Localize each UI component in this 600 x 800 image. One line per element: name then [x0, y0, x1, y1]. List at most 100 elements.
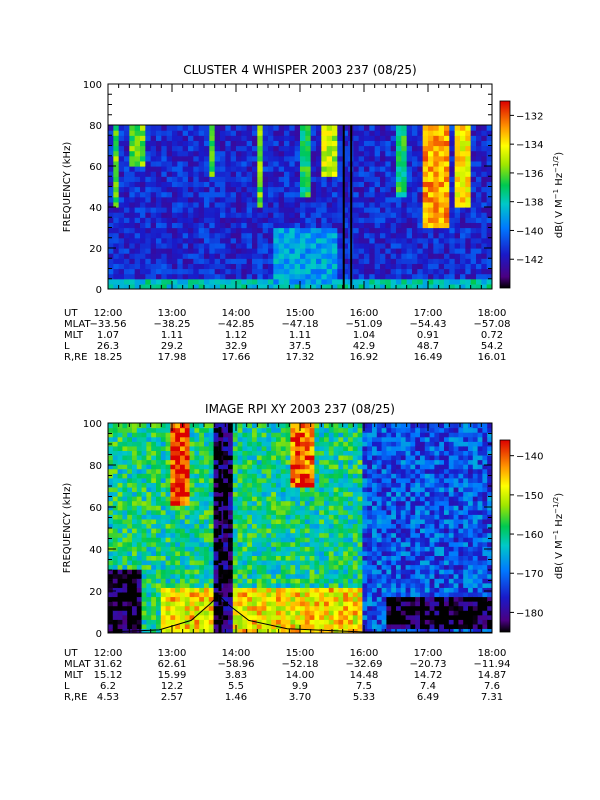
- spectrogram-cell: [246, 166, 253, 172]
- spectrogram-cell: [326, 207, 333, 213]
- spectrogram-cell: [252, 427, 258, 433]
- spectrogram-cell: [246, 278, 253, 285]
- spectrogram-cell: [232, 532, 239, 538]
- spectrogram-cell: [294, 263, 301, 270]
- spectrogram-cell: [184, 454, 191, 461]
- spectrogram-cell: [324, 496, 330, 502]
- spectrogram-cell: [284, 166, 290, 172]
- spectrogram-cell: [175, 528, 181, 534]
- spectrogram-cell: [108, 181, 114, 188]
- spectrogram-cell: [151, 450, 157, 456]
- spectrogram-cell: [470, 222, 477, 229]
- spectrogram-cell: [156, 140, 162, 147]
- spectrogram-cell: [465, 273, 472, 280]
- spectrogram-cell: [449, 196, 456, 203]
- spectrogram-cell: [112, 591, 119, 598]
- spectrogram-cell: [161, 227, 168, 234]
- spectrogram-cell: [134, 258, 141, 264]
- spectrogram-cell: [184, 500, 191, 506]
- spectrogram-cell: [289, 140, 296, 147]
- spectrogram-cell: [390, 242, 397, 249]
- ephemeris-value: 1.11: [161, 330, 183, 341]
- spectrogram-cell: [348, 528, 354, 534]
- spectrogram-cell: [193, 201, 200, 208]
- spectrogram-cell: [337, 160, 344, 167]
- spectrogram-cell: [261, 628, 267, 633]
- spectrogram-cell: [276, 591, 282, 598]
- spectrogram-cell: [256, 555, 263, 561]
- spectrogram-cell: [117, 601, 123, 607]
- spectrogram-cell: [305, 150, 312, 157]
- spectrogram-cell: [108, 432, 114, 438]
- spectrogram-cell: [357, 473, 363, 479]
- spectrogram-cell: [328, 441, 335, 447]
- spectrogram-cell: [444, 125, 450, 131]
- spectrogram-cell: [182, 201, 189, 208]
- spectrogram-cell: [342, 278, 349, 285]
- spectrogram-cell: [271, 468, 277, 474]
- spectrogram-cell: [134, 237, 141, 244]
- spectrogram-cell: [470, 248, 477, 254]
- spectrogram-cell: [280, 578, 287, 584]
- spectrogram-cell: [199, 514, 205, 520]
- spectrogram-cell: [268, 222, 274, 229]
- spectrogram-cell: [316, 237, 322, 244]
- spectrogram-cell: [156, 273, 162, 280]
- spectrogram-cell: [266, 541, 272, 547]
- spectrogram-cell: [113, 130, 120, 136]
- spectrogram-cell: [213, 623, 219, 630]
- spectrogram-cell: [140, 263, 146, 270]
- spectrogram-cell: [294, 201, 301, 208]
- spectrogram-cell: [285, 601, 291, 607]
- spectrogram-cell: [295, 505, 301, 511]
- spectrogram-cell: [285, 459, 291, 465]
- spectrogram-cell: [300, 196, 306, 203]
- spectrogram-cell: [220, 278, 226, 285]
- spectrogram-cell: [165, 514, 171, 520]
- spectrogram-cell: [417, 140, 424, 147]
- spectrogram-cell: [161, 145, 168, 152]
- spectrogram-cell: [247, 591, 253, 598]
- spectrogram-cell: [358, 227, 365, 234]
- spectrogram-cell: [117, 473, 123, 479]
- spectrogram-cell: [194, 537, 200, 543]
- spectrogram-cell: [136, 523, 143, 529]
- spectrogram-cell: [112, 518, 119, 525]
- spectrogram-cell: [177, 171, 184, 177]
- spectrogram-cell: [199, 445, 205, 451]
- spectrogram-cell: [412, 283, 418, 289]
- spectrogram-cell: [357, 436, 363, 442]
- spectrogram-cell: [112, 486, 119, 493]
- spectrogram-cell: [241, 145, 248, 152]
- spectrogram-cell: [343, 591, 349, 598]
- spectrogram-cell: [161, 181, 168, 188]
- spectrogram-cell: [280, 450, 287, 456]
- spectrogram-cell: [214, 258, 221, 264]
- spectrogram-cell: [385, 140, 392, 147]
- spectrogram-cell: [208, 514, 215, 520]
- spectrogram-cell: [374, 222, 381, 229]
- spectrogram-cell: [129, 186, 136, 193]
- spectrogram-cell: [184, 505, 191, 511]
- spectrogram-cell: [280, 514, 287, 520]
- spectrogram-cell: [145, 232, 152, 239]
- ephemeris-value: 17:00: [414, 308, 443, 319]
- spectrogram-cell: [136, 427, 143, 433]
- spectrogram-cell: [166, 160, 173, 167]
- spectrogram-cell: [338, 537, 344, 543]
- spectrogram-cell: [232, 614, 239, 620]
- spectrogram-cell: [262, 155, 269, 162]
- spectrogram-cell: [160, 441, 167, 447]
- spectrogram-cell: [342, 166, 349, 172]
- spectrogram-cell: [175, 468, 181, 474]
- spectrogram-cell: [470, 191, 477, 198]
- spectrogram-cell: [326, 186, 333, 193]
- spectrogram-cell: [209, 191, 216, 198]
- spectrogram-cell: [353, 186, 360, 193]
- spectrogram-cell: [146, 555, 152, 561]
- spectrogram-cell: [220, 135, 226, 141]
- spectrogram-cell: [304, 423, 311, 429]
- spectrogram-cell: [428, 212, 434, 218]
- spectrogram-cell: [304, 436, 311, 442]
- spectrogram-cell: [314, 564, 320, 570]
